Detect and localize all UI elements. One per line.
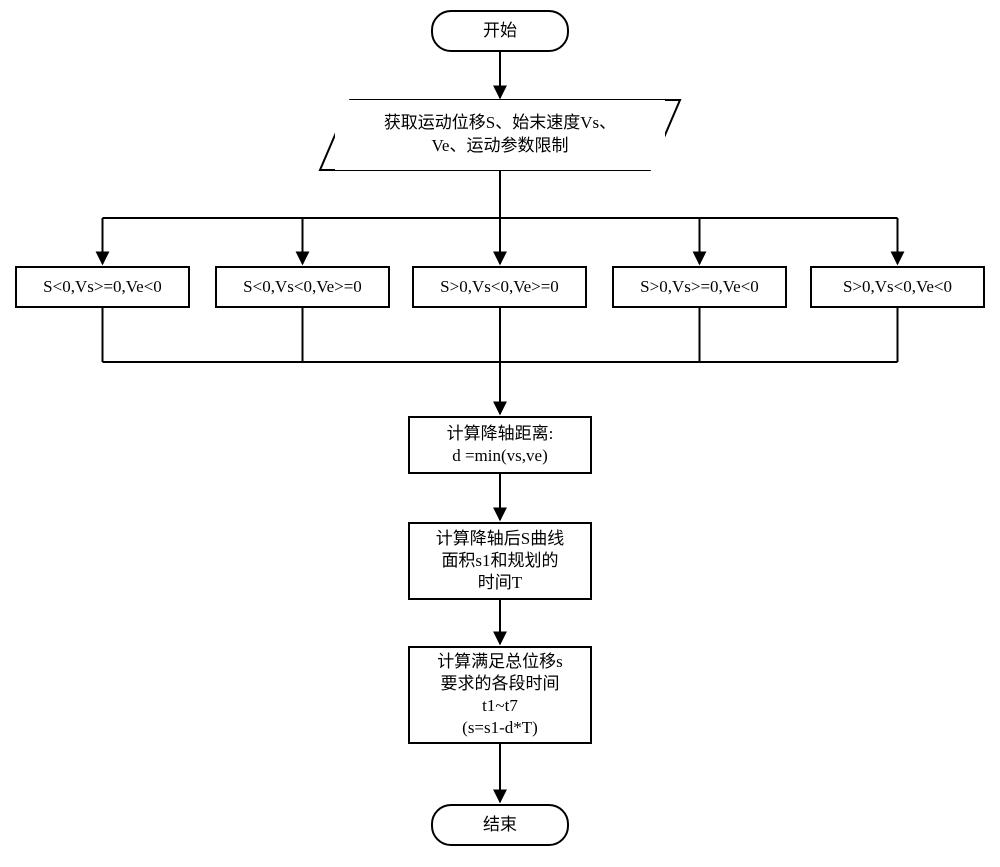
branch-1: S<0,Vs>=0,Ve<0 (15, 266, 190, 308)
branch-3: S>0,Vs<0,Ve>=0 (412, 266, 587, 308)
branch-2-label: S<0,Vs<0,Ve>=0 (243, 276, 362, 298)
step-d: 计算降轴距离: d =min(vs,ve) (408, 416, 592, 474)
end-node: 结束 (431, 804, 569, 846)
branch-3-label: S>0,Vs<0,Ve>=0 (440, 276, 559, 298)
branch-2: S<0,Vs<0,Ve>=0 (215, 266, 390, 308)
branch-1-label: S<0,Vs>=0,Ve<0 (43, 276, 162, 298)
input-label: 获取运动位移S、始末速度Vs、 Ve、运动参数限制 (335, 112, 665, 158)
branch-4-label: S>0,Vs>=0,Ve<0 (640, 276, 759, 298)
step-s1: 计算降轴后S曲线 面积s1和规划的 时间T (408, 522, 592, 600)
end-label: 结束 (483, 814, 517, 836)
branch-5-label: S>0,Vs<0,Ve<0 (843, 276, 952, 298)
step-d-label: 计算降轴距离: d =min(vs,ve) (447, 423, 554, 467)
step-t: 计算满足总位移s 要求的各段时间 t1~t7 (s=s1-d*T) (408, 646, 592, 744)
branch-5: S>0,Vs<0,Ve<0 (810, 266, 985, 308)
step-s1-label: 计算降轴后S曲线 面积s1和规划的 时间T (436, 528, 564, 594)
start-node: 开始 (431, 10, 569, 52)
start-label: 开始 (483, 20, 517, 42)
step-t-label: 计算满足总位移s 要求的各段时间 t1~t7 (s=s1-d*T) (437, 651, 563, 739)
branch-4: S>0,Vs>=0,Ve<0 (612, 266, 787, 308)
input-node: 获取运动位移S、始末速度Vs、 Ve、运动参数限制 (335, 100, 665, 170)
